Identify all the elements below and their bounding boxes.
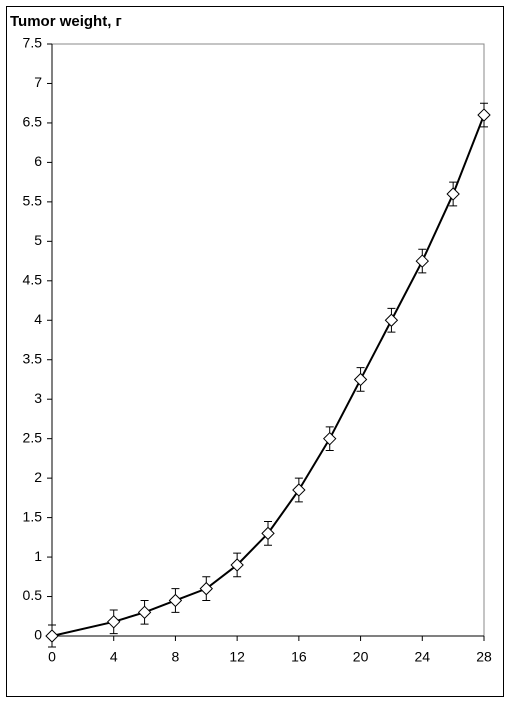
chart-title: Tumor weight, г <box>10 13 122 30</box>
x-tick-label: 24 <box>414 649 430 665</box>
data-point <box>292 483 306 497</box>
y-tick-label: 2.5 <box>23 429 43 445</box>
y-tick-label: 0 <box>34 627 42 643</box>
data-point <box>384 313 399 327</box>
data-point <box>446 187 460 201</box>
y-tick-label: 3 <box>34 390 42 406</box>
chart-frame <box>6 6 504 697</box>
data-point <box>107 615 121 629</box>
data-point <box>477 108 491 122</box>
x-tick-label: 4 <box>110 649 118 665</box>
y-tick-label: 0.5 <box>23 587 43 603</box>
y-tick-label: 4.5 <box>23 272 43 288</box>
y-tick-label: 4 <box>34 311 42 327</box>
y-tick-label: 2 <box>34 469 42 485</box>
y-tick-label: 6.5 <box>23 114 43 130</box>
y-tick-label: 1.5 <box>23 508 43 524</box>
x-tick-label: 20 <box>353 649 369 665</box>
y-tick-label: 1 <box>34 548 42 564</box>
y-tick-label: 5.5 <box>23 193 43 209</box>
data-point <box>261 526 275 541</box>
data-point <box>415 254 429 268</box>
data-point <box>199 581 213 596</box>
data-point <box>137 605 152 620</box>
data-point <box>45 629 59 643</box>
x-tick-label: 28 <box>476 649 492 665</box>
data-point <box>323 431 337 446</box>
x-tick-label: 8 <box>172 649 180 665</box>
y-tick-label: 7.5 <box>23 35 43 51</box>
y-tick-label: 3.5 <box>23 350 43 366</box>
y-tick-label: 7 <box>34 74 42 90</box>
data-point <box>353 372 368 387</box>
y-tick-label: 5 <box>34 232 42 248</box>
data-line <box>51 114 485 637</box>
y-tick-label: 6 <box>34 153 42 169</box>
data-point <box>168 593 183 608</box>
x-tick-label: 16 <box>291 649 307 665</box>
data-point <box>230 558 244 572</box>
x-tick-label: 12 <box>229 649 245 665</box>
x-tick-label: 0 <box>48 649 56 665</box>
